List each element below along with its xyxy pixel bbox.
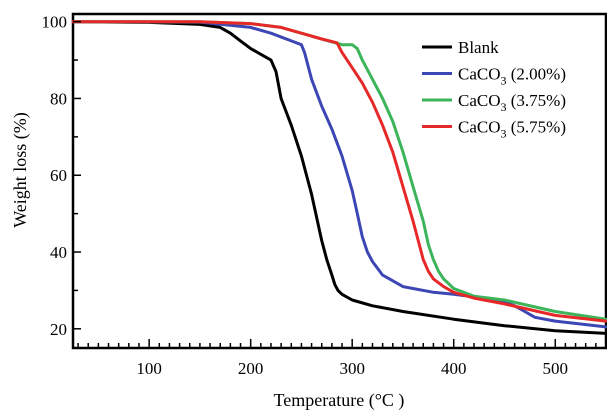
series-line-1	[71, 20, 607, 335]
x-axis-label: Temperature (°C )	[274, 390, 405, 411]
y-tick-label: 20	[50, 320, 67, 339]
y-axis-label: Weight loss (%)	[10, 112, 31, 228]
series-line-4	[71, 20, 607, 323]
plot-border	[71, 12, 607, 350]
x-tick-label: 500	[542, 359, 568, 378]
y-tick-label: 80	[50, 89, 67, 108]
plot-frame	[71, 12, 607, 350]
y-tick-label: 100	[42, 13, 68, 32]
legend-label-2: CaCO3 (2.00%)	[458, 65, 566, 88]
x-tick-label: 300	[339, 359, 365, 378]
series-layer	[71, 20, 607, 335]
x-tick-label: 100	[136, 359, 162, 378]
x-tick-label: 200	[238, 359, 264, 378]
axis-ticks: 100 200 300 400 500 20 40 60 80 100	[42, 13, 607, 378]
legend: Blank CaCO3 (2.00%) CaCO3 (3.75%) CaCO3 (5.…	[422, 38, 566, 141]
y-tick-label: 60	[50, 166, 67, 185]
y-tick-label: 40	[50, 243, 67, 262]
x-tick-label: 400	[441, 359, 467, 378]
legend-label-1: Blank	[458, 38, 499, 57]
legend-label-4: CaCO3 (5.75%)	[458, 118, 566, 141]
legend-label-3: CaCO3 (3.75%)	[458, 91, 566, 114]
